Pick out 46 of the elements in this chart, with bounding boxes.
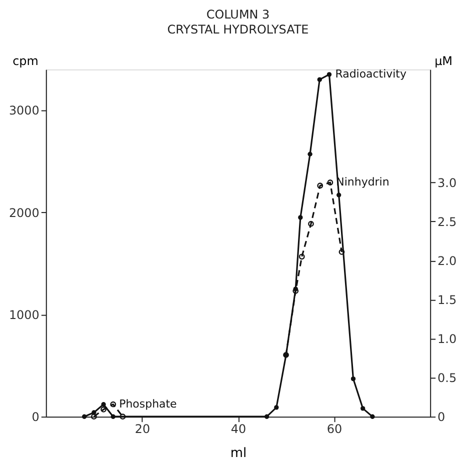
- point: [317, 182, 324, 189]
- point: [360, 406, 366, 411]
- point: [100, 406, 106, 412]
- point: [327, 180, 334, 186]
- y-tick-label: 3000: [8, 104, 40, 118]
- point: [82, 414, 87, 419]
- point: [326, 72, 332, 77]
- point: [120, 414, 126, 420]
- series-label: Phosphate: [119, 397, 178, 410]
- y2-tick-label: 1.5: [438, 293, 457, 308]
- y2-axis-title: μM: [434, 54, 453, 68]
- point: [298, 254, 305, 260]
- point: [293, 286, 298, 292]
- y-axis-title: cpm: [12, 54, 38, 68]
- chart-subtitle: CRYSTAL HYDROLYSATE: [167, 22, 309, 36]
- point: [308, 220, 314, 227]
- point: [292, 288, 299, 294]
- x-tick-label: 20: [134, 422, 150, 436]
- point: [101, 402, 106, 407]
- x-tick-label: 40: [230, 422, 246, 436]
- y2-tick-label: 3.0: [438, 176, 457, 190]
- x-tick-label: 60: [326, 422, 342, 436]
- point: [336, 192, 342, 198]
- point: [338, 249, 345, 255]
- y2-tick-label: 2.5: [438, 215, 457, 230]
- y-tick-label: 2000: [8, 206, 40, 220]
- point: [350, 376, 356, 382]
- series-label: Radioactivity: [335, 67, 407, 80]
- point: [298, 215, 303, 220]
- chart-title: COLUMN 3: [206, 7, 270, 22]
- point: [110, 401, 116, 408]
- point: [110, 414, 116, 419]
- y2-tick-label: 0.5: [438, 371, 457, 386]
- y2-tick-label: 2.0: [438, 254, 457, 268]
- point: [264, 414, 270, 419]
- point: [308, 152, 312, 156]
- point: [92, 410, 96, 415]
- y2-tick-label: 1.0: [438, 332, 457, 346]
- y2-tick-label: 0: [438, 410, 446, 424]
- point: [370, 414, 375, 419]
- y-tick-label: 1000: [8, 308, 40, 322]
- point: [274, 405, 279, 410]
- point: [317, 77, 322, 82]
- x-axis-title: ml: [230, 446, 247, 462]
- y-tick-label: 0: [32, 410, 40, 424]
- point: [90, 414, 97, 420]
